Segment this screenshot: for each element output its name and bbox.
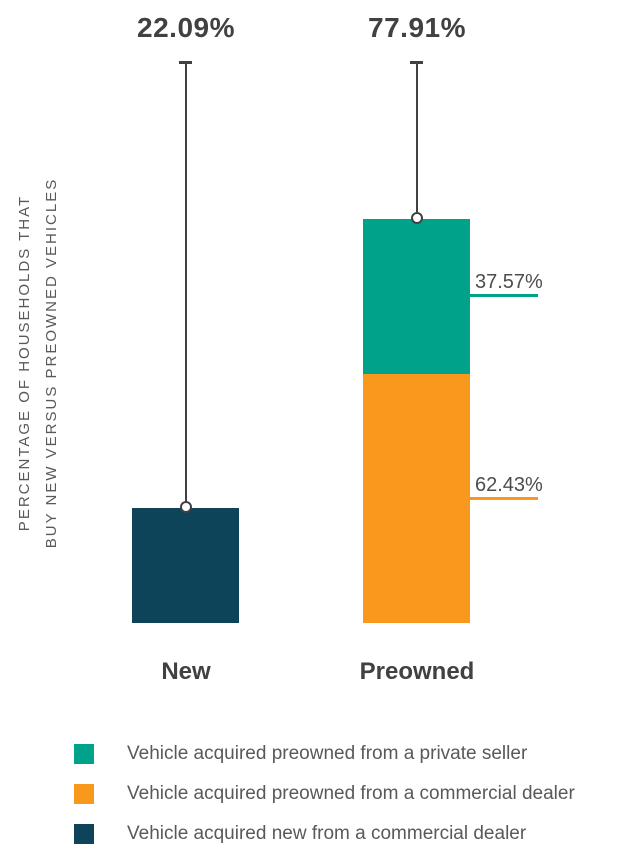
- legend-swatch-teal-icon: [74, 744, 94, 764]
- y-axis-title-line2: BUY NEW VERSUS PREOWNED VEHICLES: [43, 177, 60, 549]
- legend-item-new-commercial: Vehicle acquired new from a commercial d…: [74, 823, 527, 844]
- stem-line-new: [185, 63, 187, 503]
- bar-new-commercial-dealer: [132, 508, 239, 623]
- legend-label-private-seller: Vehicle acquired preowned from a private…: [127, 743, 528, 764]
- stem-cap-new: [179, 61, 192, 64]
- legend-item-preowned-commercial: Vehicle acquired preowned from a commerc…: [74, 783, 575, 804]
- y-axis-title-line1: PERCENTAGE OF HOUSEHOLDS THAT: [16, 194, 33, 532]
- bar-preowned-commercial-dealer: [363, 374, 470, 623]
- marker-circle-new-icon: [180, 501, 192, 513]
- total-label-preowned: 77.91%: [368, 12, 466, 43]
- category-label-preowned: Preowned: [359, 658, 475, 685]
- segment-underline-private-seller: [470, 294, 538, 297]
- legend-item-private-seller: Vehicle acquired preowned from a private…: [74, 743, 528, 764]
- bar-preowned-private-seller: [363, 219, 470, 374]
- segment-label-commercial-dealer: 62.43%: [475, 474, 543, 496]
- legend-swatch-orange-icon: [74, 784, 94, 804]
- category-label-new: New: [161, 658, 211, 685]
- legend-swatch-navy-icon: [74, 824, 94, 844]
- segment-underline-commercial-dealer: [470, 497, 538, 500]
- segment-label-private-seller: 37.57%: [475, 271, 543, 293]
- total-label-new: 22.09%: [137, 12, 235, 43]
- stem-line-preowned: [416, 63, 418, 214]
- y-axis-title: PERCENTAGE OF HOUSEHOLDS THAT BUY NEW VE…: [11, 148, 67, 578]
- stem-cap-preowned: [410, 61, 423, 64]
- legend-label-preowned-commercial: Vehicle acquired preowned from a commerc…: [127, 783, 575, 804]
- legend-label-new-commercial: Vehicle acquired new from a commercial d…: [127, 823, 527, 844]
- marker-circle-preowned-icon: [411, 212, 423, 224]
